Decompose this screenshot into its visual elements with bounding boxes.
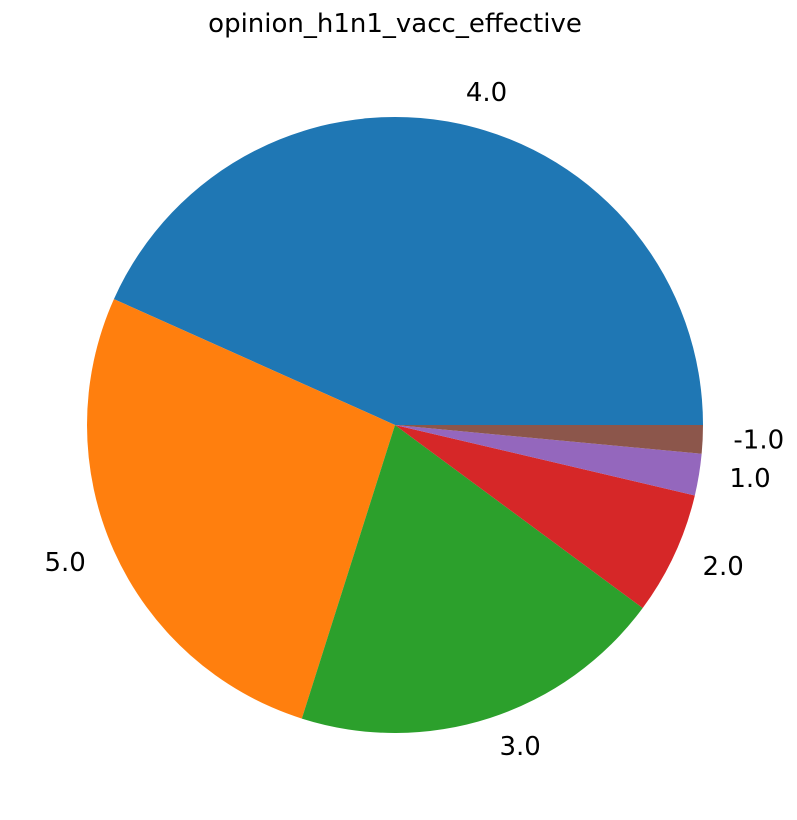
pie-label-4.0: 4.0 xyxy=(466,78,507,108)
pie-slices xyxy=(86,116,703,733)
pie-slice-5.0 xyxy=(86,299,395,719)
pie-label-3.0: 3.0 xyxy=(499,732,540,762)
pie-labels: 4.0 5.0 3.0 2.0 1.0 -1.0 xyxy=(44,78,784,762)
pie-slice--1.0 xyxy=(395,425,703,454)
pie-slice-4.0 xyxy=(113,116,703,426)
pie-label-1.0: 1.0 xyxy=(729,464,770,494)
pie-slice-3.0 xyxy=(301,425,643,733)
pie-label-2.0: 2.0 xyxy=(702,552,743,582)
pie-label-5.0: 5.0 xyxy=(44,548,85,578)
pie-label--1.0: -1.0 xyxy=(733,425,784,455)
pie-slice-2.0 xyxy=(395,425,695,609)
chart-title: opinion_h1n1_vacc_effective xyxy=(208,9,582,39)
pie-slice-1.0 xyxy=(395,425,702,496)
